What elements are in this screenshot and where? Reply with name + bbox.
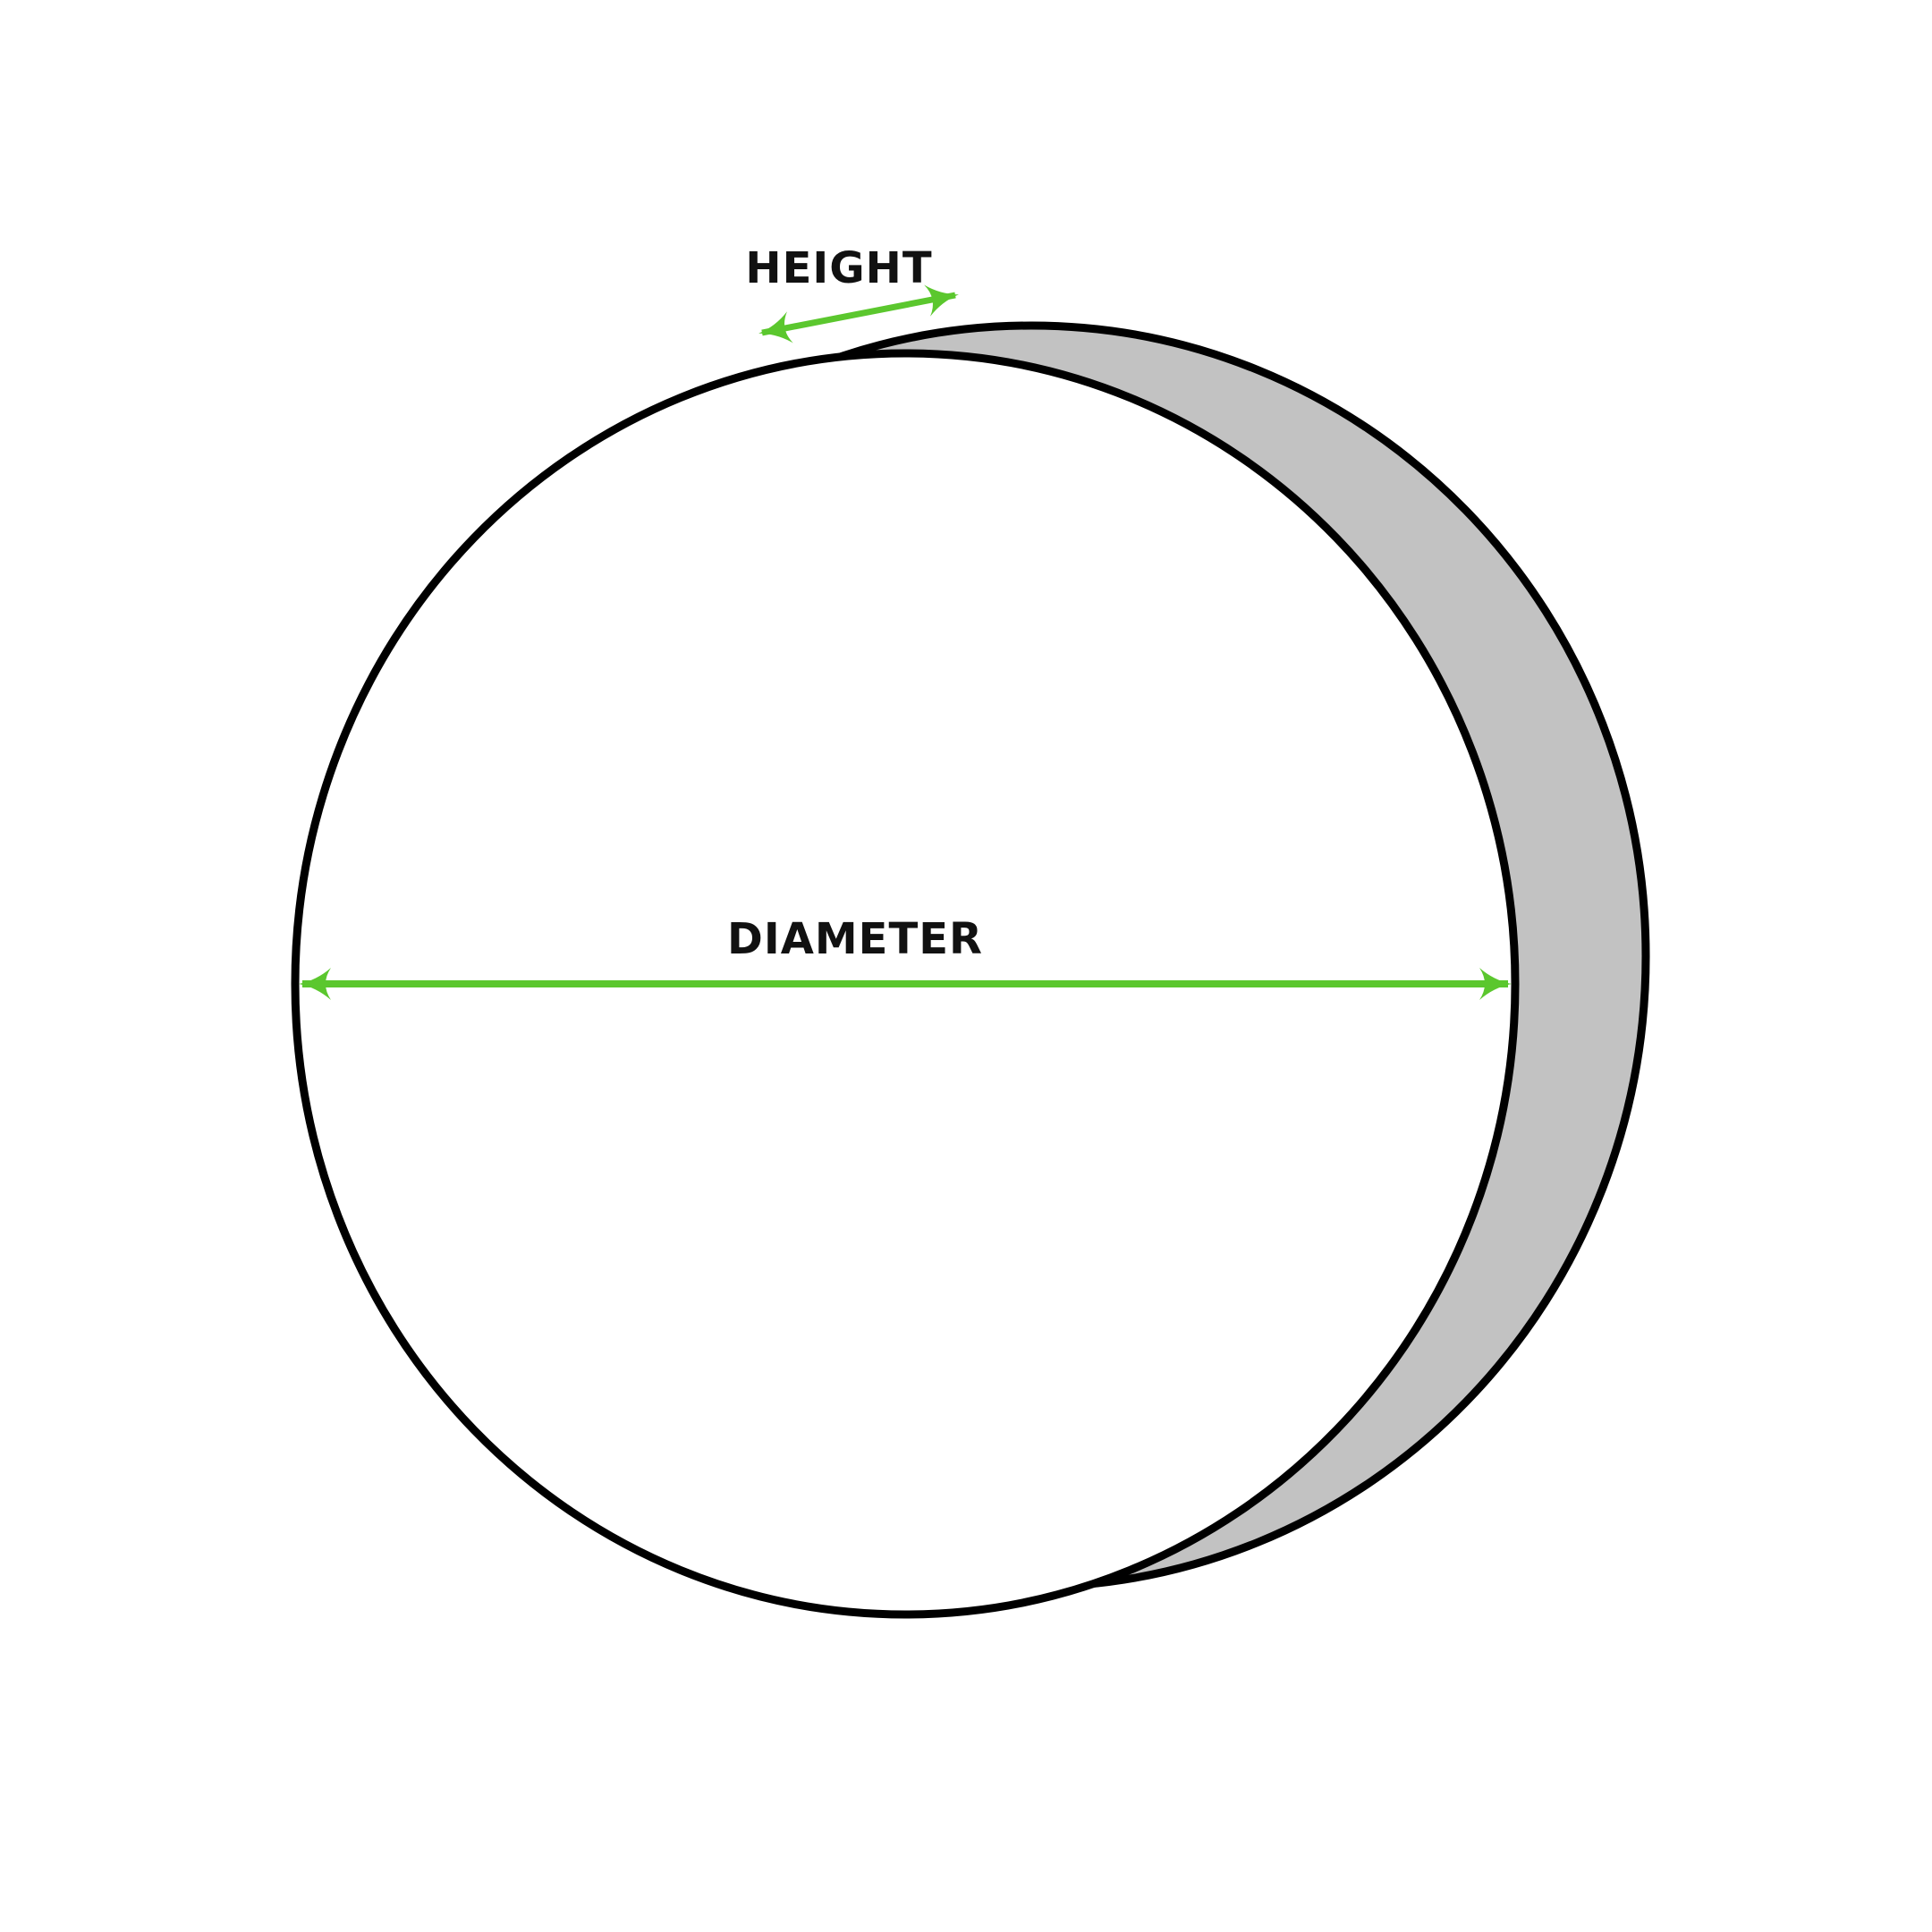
height-dimension-arrow [758,284,959,343]
diameter-label: DIAMETER [727,914,983,964]
height-label: HEIGHT [745,243,932,293]
